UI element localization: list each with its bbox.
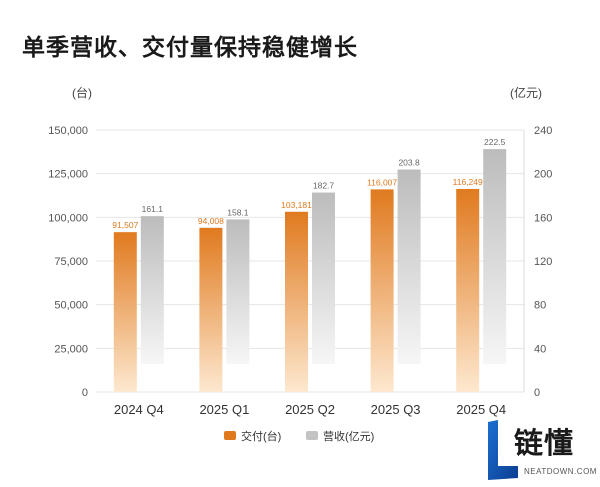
right-tick-label: 120 <box>534 256 552 268</box>
deliveries-bar <box>285 211 308 392</box>
legend-label-deliveries: 交付(台) <box>241 429 281 443</box>
x-tick-label: 2025 Q2 <box>285 402 335 417</box>
deliveries-bar <box>370 189 394 392</box>
left-tick-label: 75,000 <box>54 256 88 268</box>
legend-swatch-revenue <box>306 431 318 440</box>
legend-label-revenue: 营收(亿元) <box>323 429 374 443</box>
revenue-data-label: 158.1 <box>227 207 249 217</box>
deliveries-bar <box>199 227 223 392</box>
revenue-bar <box>483 149 507 364</box>
revenue-bar <box>226 219 250 364</box>
right-tick-label: 0 <box>534 387 540 399</box>
left-tick-label: 100,000 <box>48 212 88 224</box>
logo-text-en: NEATDOWN.COM <box>524 467 597 476</box>
right-tick-label: 160 <box>534 212 552 224</box>
deliveries-bar <box>456 188 480 392</box>
x-tick-label: 2025 Q1 <box>199 402 249 417</box>
right-tick-label: 80 <box>534 300 546 312</box>
deliveries-data-label: 103,181 <box>281 200 312 210</box>
revenue-bar <box>312 192 335 364</box>
neatdown-logo: 链懂 NEATDOWN.COM <box>484 420 596 482</box>
left-tick-label: 125,000 <box>48 169 88 181</box>
left-axis-unit: (台) <box>72 85 92 100</box>
left-tick-label: 150,000 <box>48 125 88 137</box>
right-axis-unit: (亿元) <box>510 85 542 100</box>
deliveries-data-label: 116,007 <box>367 177 397 187</box>
legend-swatch-deliveries <box>224 431 236 440</box>
left-tick-label: 0 <box>82 387 88 399</box>
logo-l-mark <box>488 420 518 480</box>
left-tick-label: 25,000 <box>54 343 88 355</box>
revenue-data-label: 222.5 <box>484 137 506 147</box>
logo-text-cn: 链懂 <box>514 428 575 460</box>
revenue-bar <box>140 216 164 364</box>
x-tick-label: 2025 Q3 <box>371 402 421 417</box>
right-tick-label: 240 <box>534 125 552 137</box>
x-tick-label: 2025 Q4 <box>456 402 506 417</box>
revenue-bar <box>397 169 421 364</box>
x-tick-label: 2024 Q4 <box>114 402 164 417</box>
chart-title: 单季营收、交付量保持稳健增长 <box>22 34 358 60</box>
left-tick-label: 50,000 <box>54 300 88 312</box>
right-tick-label: 200 <box>534 169 552 181</box>
deliveries-data-label: 91,507 <box>112 220 138 230</box>
revenue-data-label: 182.7 <box>313 181 335 191</box>
right-tick-label: 40 <box>534 343 546 355</box>
deliveries-bar <box>113 232 137 392</box>
revenue-data-label: 203.8 <box>398 158 420 168</box>
deliveries-data-label: 94,008 <box>198 216 224 226</box>
revenue-data-label: 161.1 <box>142 204 164 214</box>
deliveries-data-label: 116,249 <box>453 177 483 187</box>
